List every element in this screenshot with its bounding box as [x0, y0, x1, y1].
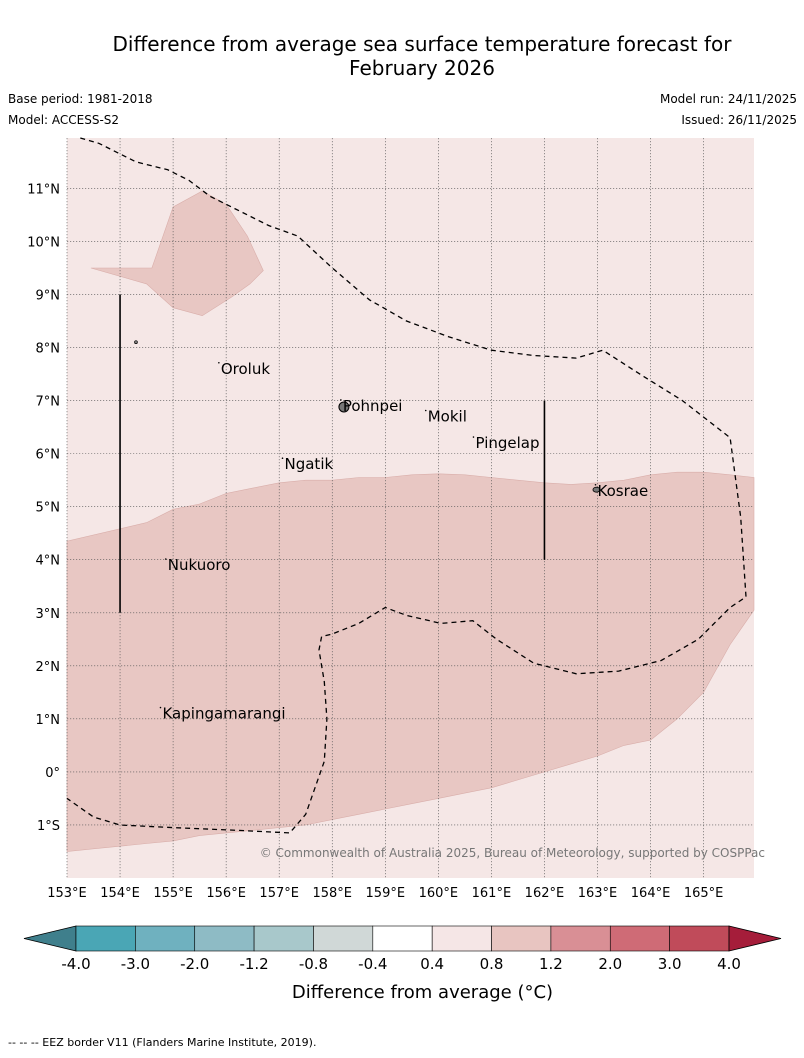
lon-tick-label: 162°E: [525, 886, 565, 901]
colorbar-tick-label: -0.4: [358, 955, 387, 973]
colorbar-tick-label: -3.0: [121, 955, 150, 973]
lat-tick-label: 11°N: [27, 182, 60, 197]
island-dot: [134, 340, 138, 345]
place-label: Nukuoro: [168, 556, 231, 574]
lat-tick-label: 9°N: [36, 288, 61, 303]
anomaly-region-1: [66, 471, 755, 852]
colorbar-tick-label: -1.2: [239, 955, 268, 973]
place-label: Kapingamarangi: [162, 705, 285, 723]
lon-tick-label: 164°E: [631, 886, 671, 901]
lon-tick-label: 163°E: [578, 886, 618, 901]
colorbar-bin: [253, 925, 314, 952]
anomaly-region-0: [90, 190, 264, 317]
eez-border: [66, 137, 747, 834]
kosrae-island: [592, 486, 601, 493]
place-marker: [164, 558, 167, 560]
issued-date: Issued: 26/11/2025: [681, 113, 797, 127]
lat-tick-label: 3°N: [36, 607, 61, 622]
lon-tick-label: 165°E: [684, 886, 724, 901]
colorbar-tick-label: 1.2: [539, 955, 563, 973]
title-line-2: February 2026: [349, 56, 495, 80]
pohnpei-island: [338, 401, 350, 413]
colorbar-tick-label: 4.0: [717, 955, 741, 973]
colorbar-label: Difference from average (°C): [292, 982, 553, 1003]
lat-tick-label: 7°N: [36, 395, 61, 410]
lat-tick-label: 1°N: [36, 713, 61, 728]
title-line-1: Difference from average sea surface temp…: [112, 32, 732, 56]
colorbar-tick-label: -2.0: [180, 955, 209, 973]
colorbar-high-extension: [728, 925, 782, 952]
chart-title: Difference from average sea surface temp…: [20, 32, 804, 80]
lat-tick-label: 5°N: [36, 501, 61, 516]
colorbar-bin: [135, 925, 196, 952]
eez-footnote: -- -- -- EEZ border V11 (Flanders Marine…: [8, 1036, 317, 1049]
place-marker: [218, 361, 220, 364]
place-marker: [424, 409, 427, 412]
place-marker: [159, 706, 162, 709]
lat-tick-label: 6°N: [36, 448, 61, 463]
colorbar-bin: [431, 925, 492, 952]
place-label: Oroluk: [221, 360, 270, 378]
colorbar-bin: [313, 925, 374, 952]
model-run: Model run: 24/11/2025: [659, 92, 797, 106]
colorbar-bin: [75, 925, 136, 952]
lon-tick-label: 159°E: [366, 886, 406, 901]
place-marker: [594, 483, 597, 486]
lat-tick-label: 0°: [45, 766, 60, 781]
lon-tick-label: 156°E: [206, 886, 246, 901]
lon-tick-label: 158°E: [312, 886, 352, 901]
colorbar-tick-label: 2.0: [598, 955, 622, 973]
lon-tick-label: 161°E: [472, 886, 512, 901]
colorbar-tick-label: 3.0: [658, 955, 682, 973]
colorbar-tick-label: -4.0: [61, 955, 90, 973]
lat-tick-label: 8°N: [36, 342, 61, 357]
colorbar-bin: [194, 925, 255, 952]
colorbar-bin: [550, 925, 611, 952]
place-label: Ngatik: [285, 455, 334, 473]
place-marker: [340, 399, 342, 401]
lon-tick-label: 153°E: [47, 886, 87, 901]
place-label: Mokil: [428, 407, 467, 425]
colorbar-tick-label: 0.8: [480, 955, 504, 973]
place-label: Kosrae: [598, 482, 649, 500]
copyright-notice: © Commonwealth of Australia 2025, Bureau…: [260, 846, 765, 860]
lat-tick-label: 10°N: [27, 235, 60, 250]
lon-tick-label: 160°E: [419, 886, 459, 901]
colorbar-tick-label: -0.8: [299, 955, 328, 973]
colorbar-bin: [372, 925, 433, 952]
lon-tick-label: 154°E: [100, 886, 140, 901]
lat-tick-label: 4°N: [36, 554, 61, 569]
place-marker: [281, 457, 284, 460]
lat-tick-label: 2°N: [36, 660, 61, 675]
place-marker: [472, 436, 475, 438]
colorbar-bin: [669, 925, 730, 952]
lon-tick-label: 157°E: [259, 886, 299, 901]
place-label: Pingelap: [475, 434, 539, 452]
colorbar-tick-label: 0.4: [420, 955, 444, 973]
lat-tick-label: 1°S: [37, 819, 60, 834]
colorbar-bin: [609, 925, 670, 952]
lon-tick-label: 155°E: [153, 886, 193, 901]
place-label: Pohnpei: [343, 397, 403, 415]
base-period: Base period: 1981-2018: [8, 92, 153, 106]
model-name: Model: ACCESS-S2: [8, 113, 120, 127]
colorbar-bin: [491, 925, 552, 952]
colorbar-low-extension: [23, 925, 77, 952]
